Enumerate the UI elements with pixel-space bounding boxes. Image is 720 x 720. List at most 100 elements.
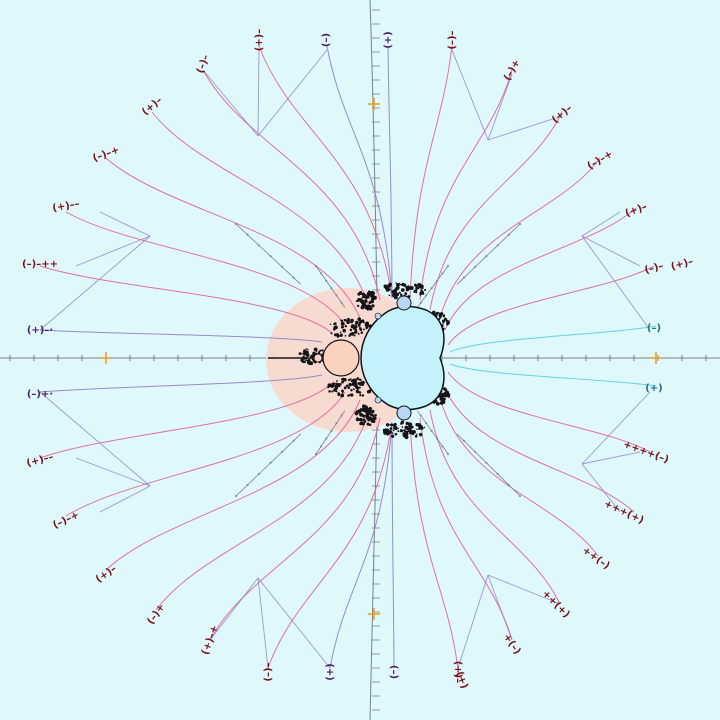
boundary-dust — [348, 382, 352, 387]
boundary-dust — [350, 393, 354, 397]
spoke-tick — [519, 223, 521, 225]
boundary-dust — [353, 378, 357, 382]
ray-branch — [451, 49, 489, 141]
boundary-dust — [340, 319, 344, 323]
spoke-tick — [235, 495, 237, 497]
boundary-dust — [402, 432, 406, 436]
spoke-tick — [325, 437, 328, 440]
external-ray — [329, 421, 393, 669]
ray-branch — [581, 211, 621, 237]
boundary-dust — [443, 317, 447, 321]
boundary-dust — [439, 316, 442, 319]
external-rays — [39, 45, 657, 669]
boundary-dust — [369, 305, 372, 307]
boundary-dust — [358, 322, 362, 325]
boundary-dust — [420, 289, 423, 292]
boundary-dust — [366, 291, 371, 296]
boundary-dust — [339, 333, 343, 337]
boundary-dust — [359, 418, 363, 421]
ray-label: (–)+ — [145, 602, 167, 627]
spoke-tick — [340, 414, 343, 417]
boundary-dust — [333, 333, 337, 337]
boundary-dust — [384, 428, 387, 431]
spoke-tick — [330, 287, 333, 290]
boundary-dust — [395, 286, 400, 291]
boundary-dust — [417, 423, 420, 426]
boundary-dust — [395, 292, 400, 297]
boundary-dust — [418, 432, 423, 437]
boundary-dust — [358, 382, 363, 386]
ray-branch — [209, 577, 259, 641]
boundary-dust — [385, 423, 390, 427]
boundary-dust — [368, 301, 372, 305]
spoke-tick — [292, 276, 295, 279]
ray-label: (+)–– — [25, 452, 54, 470]
boundary-dust — [435, 401, 440, 406]
spoke-tick — [441, 272, 444, 275]
ray-branch — [39, 391, 151, 487]
boundary-dust — [399, 293, 403, 296]
ray-label: (+)– — [254, 29, 265, 52]
external-ray — [39, 329, 323, 343]
boundary-dust — [441, 392, 445, 396]
boundary-dust — [349, 328, 353, 332]
boundary-dust — [400, 283, 403, 286]
boundary-dust — [393, 295, 398, 300]
boundary-dust — [405, 421, 409, 426]
spoke-line — [235, 223, 302, 285]
external-ray — [65, 211, 346, 326]
ray-label: (–)+· — [27, 389, 53, 400]
boundary-dust — [334, 386, 337, 388]
boundary-dust — [405, 287, 410, 292]
spoke-tick — [447, 265, 449, 267]
external-ray — [439, 157, 601, 319]
boundary-dust — [305, 359, 308, 362]
boundary-dust — [363, 420, 367, 423]
spoke-tick — [474, 265, 477, 268]
boundary-dust — [367, 418, 371, 422]
ray-label: (+)–· — [27, 325, 53, 336]
boundary-dust — [358, 410, 361, 412]
boundary-dust — [365, 304, 370, 309]
ray-label: (–) — [647, 323, 661, 334]
boundary-dust — [368, 406, 372, 410]
ray-branch — [581, 451, 641, 465]
spoke-tick — [441, 445, 444, 448]
boundary-dust — [368, 413, 371, 415]
spoke-tick — [463, 276, 465, 279]
boundary-dust — [403, 429, 407, 433]
boundary-dust — [303, 360, 306, 364]
boundary-dust — [399, 429, 404, 433]
boundary-dust — [396, 283, 400, 287]
boundary-dust — [305, 348, 308, 350]
boundary-dust — [397, 430, 400, 433]
vertical-axis — [369, 0, 378, 720]
external-ray — [105, 399, 361, 571]
boundary-dust — [333, 322, 337, 325]
boundary-dust — [328, 390, 331, 393]
boundary-dust — [402, 429, 405, 432]
boundary-dust — [368, 306, 372, 310]
period-2-bulb — [322, 339, 360, 377]
boundary-dust — [424, 288, 427, 292]
spoke-tick — [269, 255, 272, 258]
external-ray — [155, 407, 371, 611]
boundary-dust — [395, 427, 398, 431]
ray-label: ++(+) — [540, 588, 572, 620]
boundary-dust — [372, 420, 376, 424]
boundary-dust — [393, 422, 397, 427]
boundary-dust — [359, 413, 364, 417]
ray-branch — [75, 457, 151, 487]
boundary-dust — [360, 331, 364, 334]
external-ray — [39, 265, 333, 334]
boundary-dust — [355, 417, 360, 422]
boundary-dust — [354, 328, 358, 331]
boundary-dust — [447, 393, 451, 397]
boundary-dust — [408, 295, 411, 298]
spoke-line — [456, 433, 521, 497]
boundary-dust — [353, 330, 358, 334]
spoke-tick — [258, 472, 261, 475]
boundary-dust — [420, 426, 424, 430]
boundary-dust — [418, 426, 422, 430]
